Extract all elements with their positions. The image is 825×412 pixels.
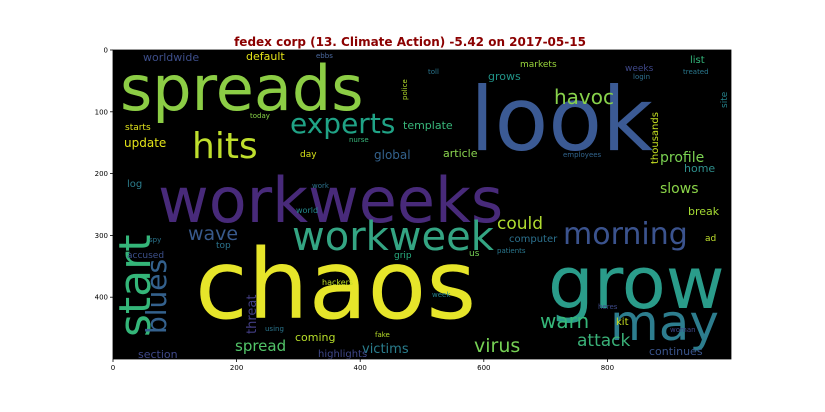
word-attack: attack: [577, 331, 631, 351]
word-log: log: [127, 179, 142, 190]
word-using: using: [265, 325, 284, 333]
word-work: work: [312, 182, 330, 190]
word-us: us: [469, 249, 480, 259]
word-employees: employees: [563, 151, 602, 159]
word-home: home: [684, 162, 715, 175]
word-blues: blues: [140, 259, 173, 334]
word-list: list: [690, 55, 705, 66]
word-hits: hits: [192, 126, 258, 167]
y-tick-label: 0: [104, 47, 108, 55]
word-global: global: [374, 148, 411, 162]
word-update: update: [124, 136, 166, 150]
y-tick-label: 300: [95, 232, 108, 240]
word-computer: computer: [509, 234, 558, 245]
word-default: default: [246, 50, 285, 63]
word-site: site: [720, 91, 730, 108]
word-patients: patients: [497, 247, 526, 255]
word-threat: threat: [245, 295, 260, 334]
y-tick-label: 100: [95, 108, 108, 116]
word-highlights: highlights: [318, 349, 367, 360]
word-woman: woman: [670, 326, 696, 334]
word-look: look: [470, 68, 653, 171]
word-profile: profile: [660, 150, 704, 166]
word-could: could: [497, 214, 543, 234]
word-thousands: thousands: [650, 112, 661, 164]
x-tick-label: 800: [601, 364, 614, 372]
word-toll: toll: [428, 68, 439, 76]
word-top: top: [216, 241, 231, 251]
word-template: template: [403, 119, 453, 132]
word-accused: accused: [127, 251, 164, 261]
word-weeks: weeks: [625, 64, 654, 74]
x-tick-label: 0: [111, 364, 115, 372]
word-chaos: chaos: [195, 229, 476, 341]
word-heres: heres: [598, 303, 618, 311]
word-virus: virus: [474, 335, 520, 357]
figure-title: fedex corp (13. Climate Action) -5.42 on…: [234, 35, 586, 49]
word-spreads: spreads: [120, 52, 364, 125]
word-victims: victims: [362, 342, 409, 357]
word-spy: spy: [149, 236, 161, 244]
word-continues: continues: [649, 345, 703, 358]
word-grip: grip: [394, 251, 412, 261]
word-section: section: [138, 348, 178, 361]
word-break: break: [688, 205, 720, 218]
word-kit: kit: [616, 317, 629, 328]
x-tick-label: 200: [230, 364, 243, 372]
word-hackers: hackers: [322, 278, 353, 287]
word-slows: slows: [660, 181, 699, 197]
word-spread: spread: [235, 337, 286, 355]
x-tick-label: 400: [354, 364, 367, 372]
word-world: world: [296, 206, 318, 215]
word-ad: ad: [705, 234, 716, 244]
y-tick-label: 400: [95, 294, 108, 302]
x-tick-label: 600: [477, 364, 490, 372]
word-workweek: workweek: [292, 214, 495, 260]
word-article: article: [443, 147, 478, 160]
word-start: start: [110, 235, 161, 337]
word-wave: wave: [188, 223, 238, 245]
word-experts: experts: [290, 107, 395, 140]
word-coming: coming: [295, 331, 336, 344]
word-worldwide: worldwide: [143, 51, 199, 64]
word-ebbs: ebbs: [316, 52, 333, 60]
word-police: police: [401, 79, 409, 100]
y-tick-label: 200: [95, 170, 108, 178]
wordcloud-canvas: [113, 50, 731, 359]
word-day: day: [300, 150, 317, 160]
word-login: login: [633, 73, 650, 81]
word-may: may: [610, 294, 719, 352]
word-workweeks: workweeks: [158, 164, 503, 237]
y-axis: 0 100 200 300 400: [95, 47, 113, 302]
word-warn: warn: [540, 309, 589, 333]
word-morning: morning: [563, 217, 688, 252]
word-grow: grow: [548, 241, 725, 325]
word-markets: markets: [520, 60, 557, 70]
x-axis: 0 200 400 600 800: [111, 359, 614, 372]
word-nurse: nurse: [349, 136, 369, 144]
word-week: week: [432, 291, 451, 299]
word-treated: treated: [683, 68, 709, 76]
word-layer: chaosworkweekslookspreadsgrowworkweeksta…: [110, 50, 730, 361]
plot-frame: [112, 49, 732, 360]
word-grows: grows: [488, 70, 521, 83]
word-fake: fake: [375, 331, 390, 339]
word-havoc: havoc: [554, 85, 614, 109]
word-today: today: [250, 112, 270, 120]
word-starts: starts: [125, 123, 151, 133]
